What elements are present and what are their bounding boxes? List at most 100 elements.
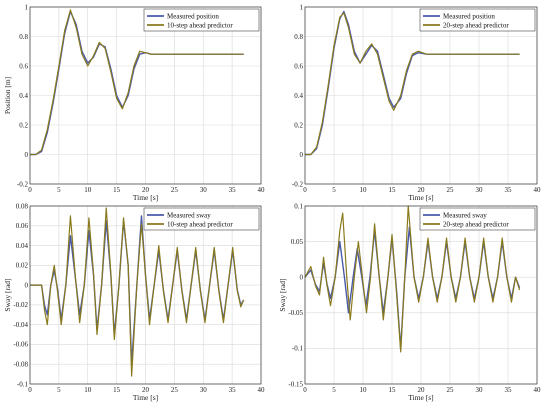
plot-frame [29, 6, 262, 185]
y-tick-label: 0.8 [294, 33, 303, 41]
chart-panel-3: 0 5 10 15 20 25 30 35 40 -0.1 -0.08 -0.06 -0.04 -0.02… [3, 202, 265, 402]
y-tick-label: 0.6 [294, 62, 303, 70]
x-tick-label: 35 [229, 186, 237, 194]
y-tick-label: 0.1 [294, 202, 303, 210]
y-tick-label: -0.08 [13, 361, 28, 369]
x-tick-label: 5 [332, 386, 336, 394]
y-tick-label: -0.1 [292, 345, 304, 353]
y-tick-label: 1 [25, 3, 29, 11]
legend-box [419, 8, 536, 32]
x-tick-label: 20 [418, 186, 426, 194]
series-line-2 [304, 205, 521, 353]
series-line-2 [30, 9, 244, 156]
x-tick-label: 30 [476, 386, 484, 394]
plot-frame [304, 205, 538, 385]
plot-frame [29, 205, 262, 385]
y-tick-label: 0.2 [19, 121, 28, 129]
x-tick-label: 20 [418, 386, 426, 394]
y-tick-label: 0.02 [16, 262, 29, 270]
chart-panel-4: 0 5 10 15 20 25 30 35 40 -0.15 -0.1 -0.05 0 0.05 0.1 Ti… [278, 202, 541, 402]
legend-entry: 10-step ahead predictor [167, 220, 233, 228]
y-tick-label: -0.2 [292, 180, 304, 188]
x-tick-label: 35 [229, 386, 237, 394]
x-tick-label: 10 [84, 186, 92, 194]
x-tick-label: 15 [113, 186, 121, 194]
x-tick-label: 35 [505, 386, 513, 394]
y-tick-label: 0 [25, 151, 29, 159]
legend-entry: Measured sway [443, 211, 487, 219]
x-tick-label: 0 [303, 386, 307, 394]
x-tick-label: 15 [113, 386, 121, 394]
y-axis-label: Sway [rad] [278, 278, 287, 311]
y-tick-label: 0.05 [291, 238, 304, 246]
x-tick-label: 5 [57, 386, 61, 394]
x-axis-label: Time [s] [133, 393, 158, 402]
y-tick-label: -0.2 [17, 180, 29, 188]
y-tick-label: 0.06 [16, 222, 29, 230]
plot-frame [304, 6, 538, 185]
y-tick-label: 1 [300, 3, 304, 11]
series-line-2 [305, 12, 520, 156]
x-tick-label: 30 [200, 386, 208, 394]
y-tick-label: 0.4 [19, 92, 28, 100]
x-tick-label: 15 [389, 386, 397, 394]
x-tick-label: 40 [534, 186, 542, 194]
y-tick-label: 0 [300, 274, 304, 282]
x-tick-label: 20 [142, 186, 150, 194]
y-tick-label: 0.08 [16, 202, 29, 210]
legend-entry: 20-step ahead predictor [443, 21, 509, 29]
x-tick-label: 40 [534, 386, 542, 394]
y-tick-label: -0.04 [13, 321, 28, 329]
legend-entry: 10-step ahead predictor [167, 21, 233, 29]
y-tick-label: -0.1 [17, 380, 29, 388]
y-tick-label: -0.02 [13, 301, 28, 309]
x-tick-label: 0 [28, 186, 32, 194]
legend-box [419, 207, 536, 231]
series-line-2 [30, 207, 245, 377]
y-tick-label: 0 [25, 281, 29, 289]
x-axis-label: Time [s] [133, 193, 158, 202]
legend-entry: Measured position [443, 12, 495, 20]
x-tick-label: 30 [200, 186, 208, 194]
legend-box [143, 8, 260, 32]
y-tick-label: 0.4 [294, 92, 303, 100]
legend-entry: 20-step ahead predictor [443, 220, 509, 228]
x-tick-label: 30 [476, 186, 484, 194]
y-axis-label: Position [m] [3, 77, 12, 114]
x-tick-label: 20 [142, 386, 150, 394]
y-tick-label: 0.6 [19, 62, 28, 70]
x-tick-label: 15 [389, 186, 397, 194]
x-tick-label: 5 [57, 186, 61, 194]
x-tick-label: 25 [447, 186, 455, 194]
x-tick-label: 40 [258, 186, 266, 194]
x-tick-label: 25 [171, 386, 179, 394]
x-tick-label: 10 [84, 386, 92, 394]
x-axis-label: Time [s] [408, 393, 433, 402]
y-tick-label: -0.06 [13, 341, 28, 349]
y-tick-label: -0.15 [288, 380, 303, 388]
y-axis-label: Sway [rad] [3, 278, 12, 311]
y-tick-label: 0 [300, 151, 304, 159]
x-tick-label: 10 [360, 186, 368, 194]
x-tick-label: 35 [505, 186, 513, 194]
x-tick-label: 0 [28, 386, 32, 394]
legend-entry: Measured sway [167, 211, 211, 219]
x-tick-label: 25 [447, 386, 455, 394]
y-tick-label: 0.04 [16, 242, 29, 250]
y-tick-label: 0.2 [294, 121, 303, 129]
legend-entry: Measured position [167, 12, 219, 20]
x-tick-label: 25 [171, 186, 179, 194]
x-tick-label: 40 [258, 386, 266, 394]
y-tick-label: -0.05 [288, 309, 303, 317]
x-tick-label: 0 [303, 186, 307, 194]
x-axis-label: Time [s] [408, 193, 433, 202]
legend-box [143, 207, 260, 231]
